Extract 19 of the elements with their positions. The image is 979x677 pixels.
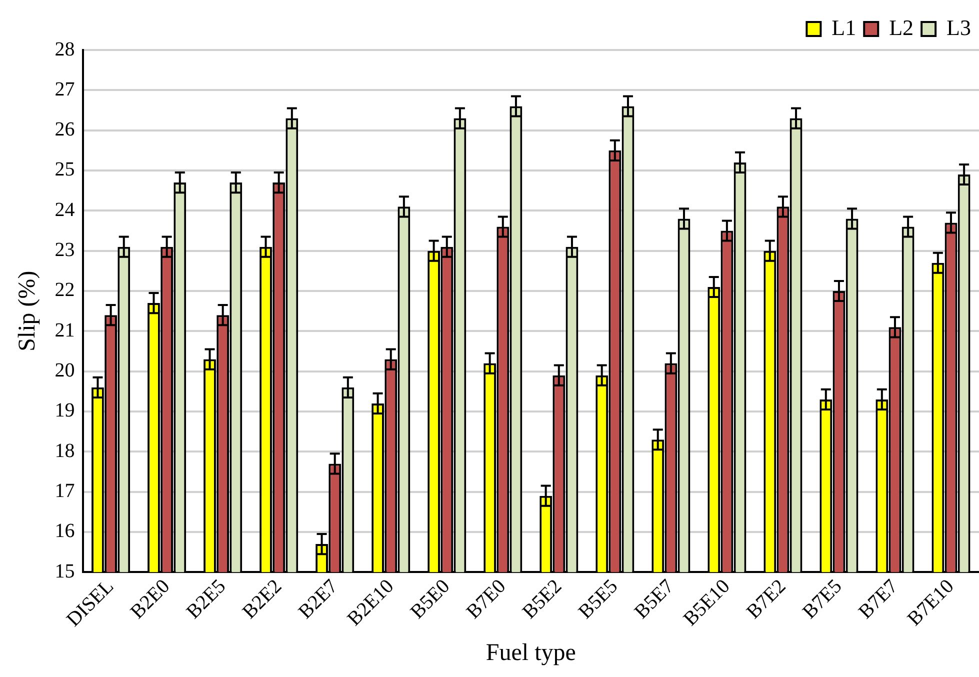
y-tick-label: 23 (54, 239, 75, 262)
y-tick-label: 19 (54, 400, 75, 422)
legend-label: L2 (889, 14, 914, 40)
legend-label: L1 (832, 14, 856, 40)
y-tick-label: 20 (54, 360, 75, 382)
legend-label: L3 (946, 14, 972, 40)
x-axis-title: Fuel type (486, 640, 576, 666)
y-tick-label: 21 (54, 319, 75, 342)
y-tick-label: 22 (54, 279, 75, 302)
y-tick-label: 15 (54, 560, 75, 582)
y-tick-label: 18 (54, 440, 75, 462)
y-tick-label: 17 (54, 480, 75, 502)
y-axis-title: Slip (%) (14, 270, 41, 352)
y-tick-label: 27 (54, 78, 75, 100)
y-tick-label: 16 (54, 520, 75, 542)
y-tick-label: 26 (54, 118, 75, 141)
y-tick-label: 28 (54, 38, 75, 60)
y-tick-label: 25 (54, 158, 75, 181)
y-tick-label: 24 (54, 198, 75, 221)
